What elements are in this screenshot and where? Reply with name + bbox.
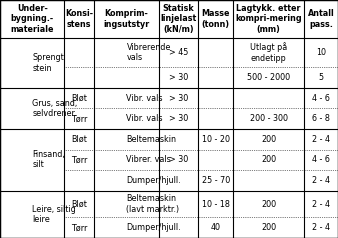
Text: Bløt: Bløt: [71, 199, 87, 208]
Text: 25 - 70: 25 - 70: [201, 176, 230, 185]
Text: Bløt: Bløt: [71, 94, 87, 103]
Text: 6 - 8: 6 - 8: [312, 114, 330, 123]
Text: Utlagt på
endetipp: Utlagt på endetipp: [250, 43, 287, 63]
Text: Tørr: Tørr: [71, 114, 88, 123]
Text: > 30: > 30: [169, 94, 188, 103]
Text: Komprim-
ingsutstyr: Komprim- ingsutstyr: [103, 9, 149, 29]
Text: Beltemaskin: Beltemaskin: [126, 135, 176, 144]
Text: 10 - 18: 10 - 18: [202, 199, 230, 208]
Text: Vibr. vals: Vibr. vals: [126, 94, 163, 103]
Text: > 30: > 30: [169, 155, 188, 164]
Text: Vibrerende
vals: Vibrerende vals: [126, 43, 171, 62]
Text: Vibr. vals: Vibr. vals: [126, 114, 163, 123]
Text: > 30: > 30: [169, 73, 188, 82]
Text: Konsi-
stens: Konsi- stens: [65, 9, 93, 29]
Text: 200: 200: [261, 199, 276, 208]
Text: 40: 40: [211, 223, 221, 232]
Text: 10: 10: [316, 48, 326, 57]
Text: Beltemaskin
(lavt marktr.): Beltemaskin (lavt marktr.): [126, 194, 179, 214]
Text: Dumper/hjull.: Dumper/hjull.: [126, 176, 181, 185]
Text: 500 - 2000: 500 - 2000: [247, 73, 290, 82]
Text: Tørr: Tørr: [71, 223, 88, 232]
Text: 2 - 4: 2 - 4: [312, 135, 330, 144]
Text: 5: 5: [318, 73, 323, 82]
Text: 200 - 300: 200 - 300: [250, 114, 288, 123]
Text: 200: 200: [261, 135, 276, 144]
Text: Leire, siltig
leire: Leire, siltig leire: [32, 205, 76, 224]
Text: 4 - 6: 4 - 6: [312, 94, 330, 103]
Text: Statisk
linjelast
(kN/m): Statisk linjelast (kN/m): [160, 4, 196, 34]
Text: Dumper/hjull.: Dumper/hjull.: [126, 223, 181, 232]
Text: 2 - 4: 2 - 4: [312, 199, 330, 208]
Text: Sprengt
stein: Sprengt stein: [32, 53, 64, 73]
Text: 2 - 4: 2 - 4: [312, 223, 330, 232]
Text: 200: 200: [261, 155, 276, 164]
Text: > 30: > 30: [169, 114, 188, 123]
Text: Vibrer. vals: Vibrer. vals: [126, 155, 171, 164]
Text: 2 - 4: 2 - 4: [312, 176, 330, 185]
Text: Finsand,
silt: Finsand, silt: [32, 150, 65, 169]
Text: Grus, sand,
selvdrener.: Grus, sand, selvdrener.: [32, 99, 77, 118]
Text: Bløt: Bløt: [71, 135, 87, 144]
Text: 4 - 6: 4 - 6: [312, 155, 330, 164]
Text: Masse
(tonn): Masse (tonn): [201, 9, 230, 29]
Text: Under-
bygning.-
materiale: Under- bygning.- materiale: [10, 4, 54, 34]
Text: 10 - 20: 10 - 20: [202, 135, 230, 144]
Text: Lagtykk. etter
kompri-mering
(mm): Lagtykk. etter kompri-mering (mm): [235, 4, 302, 34]
Text: Antall
pass.: Antall pass.: [308, 9, 334, 29]
Text: > 45: > 45: [169, 48, 188, 57]
Text: 200: 200: [261, 223, 276, 232]
Text: Tørr: Tørr: [71, 155, 88, 164]
